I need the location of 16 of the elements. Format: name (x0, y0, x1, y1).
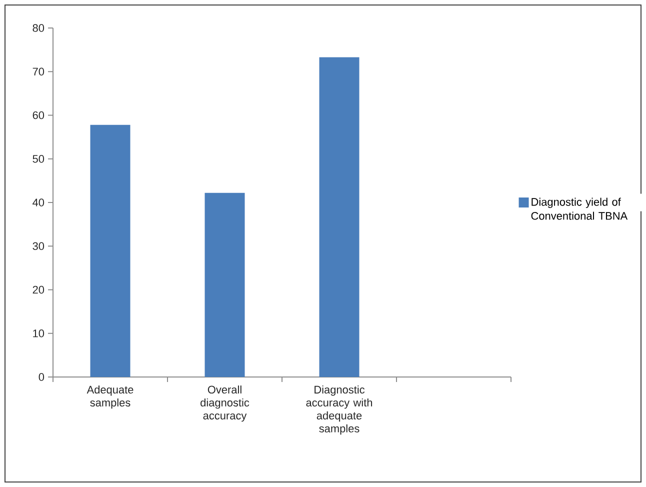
y-tick-label: 30 (32, 242, 44, 250)
bar (90, 124, 130, 377)
y-tick-label: 40 (32, 198, 44, 206)
y-tick-label: 70 (32, 68, 44, 76)
bar (319, 57, 360, 377)
x-tick-label: Adequate samples (86, 386, 134, 409)
y-tick-label: 0 (38, 373, 44, 381)
y-tick-label: 50 (32, 154, 44, 163)
bar (204, 192, 245, 377)
y-tick-label: 80 (32, 24, 44, 32)
y-tick-label: 10 (33, 329, 44, 338)
y-tick-label: 20 (32, 286, 44, 294)
legend-label: Diagnostic yield of Conventional TBNA (531, 198, 628, 220)
y-tick-label: 60 (32, 111, 44, 120)
x-tick-label: Diagnostic accuracy with adequate samples (306, 386, 372, 435)
x-tick-label: Overall diagnostic accuracy (200, 386, 250, 422)
